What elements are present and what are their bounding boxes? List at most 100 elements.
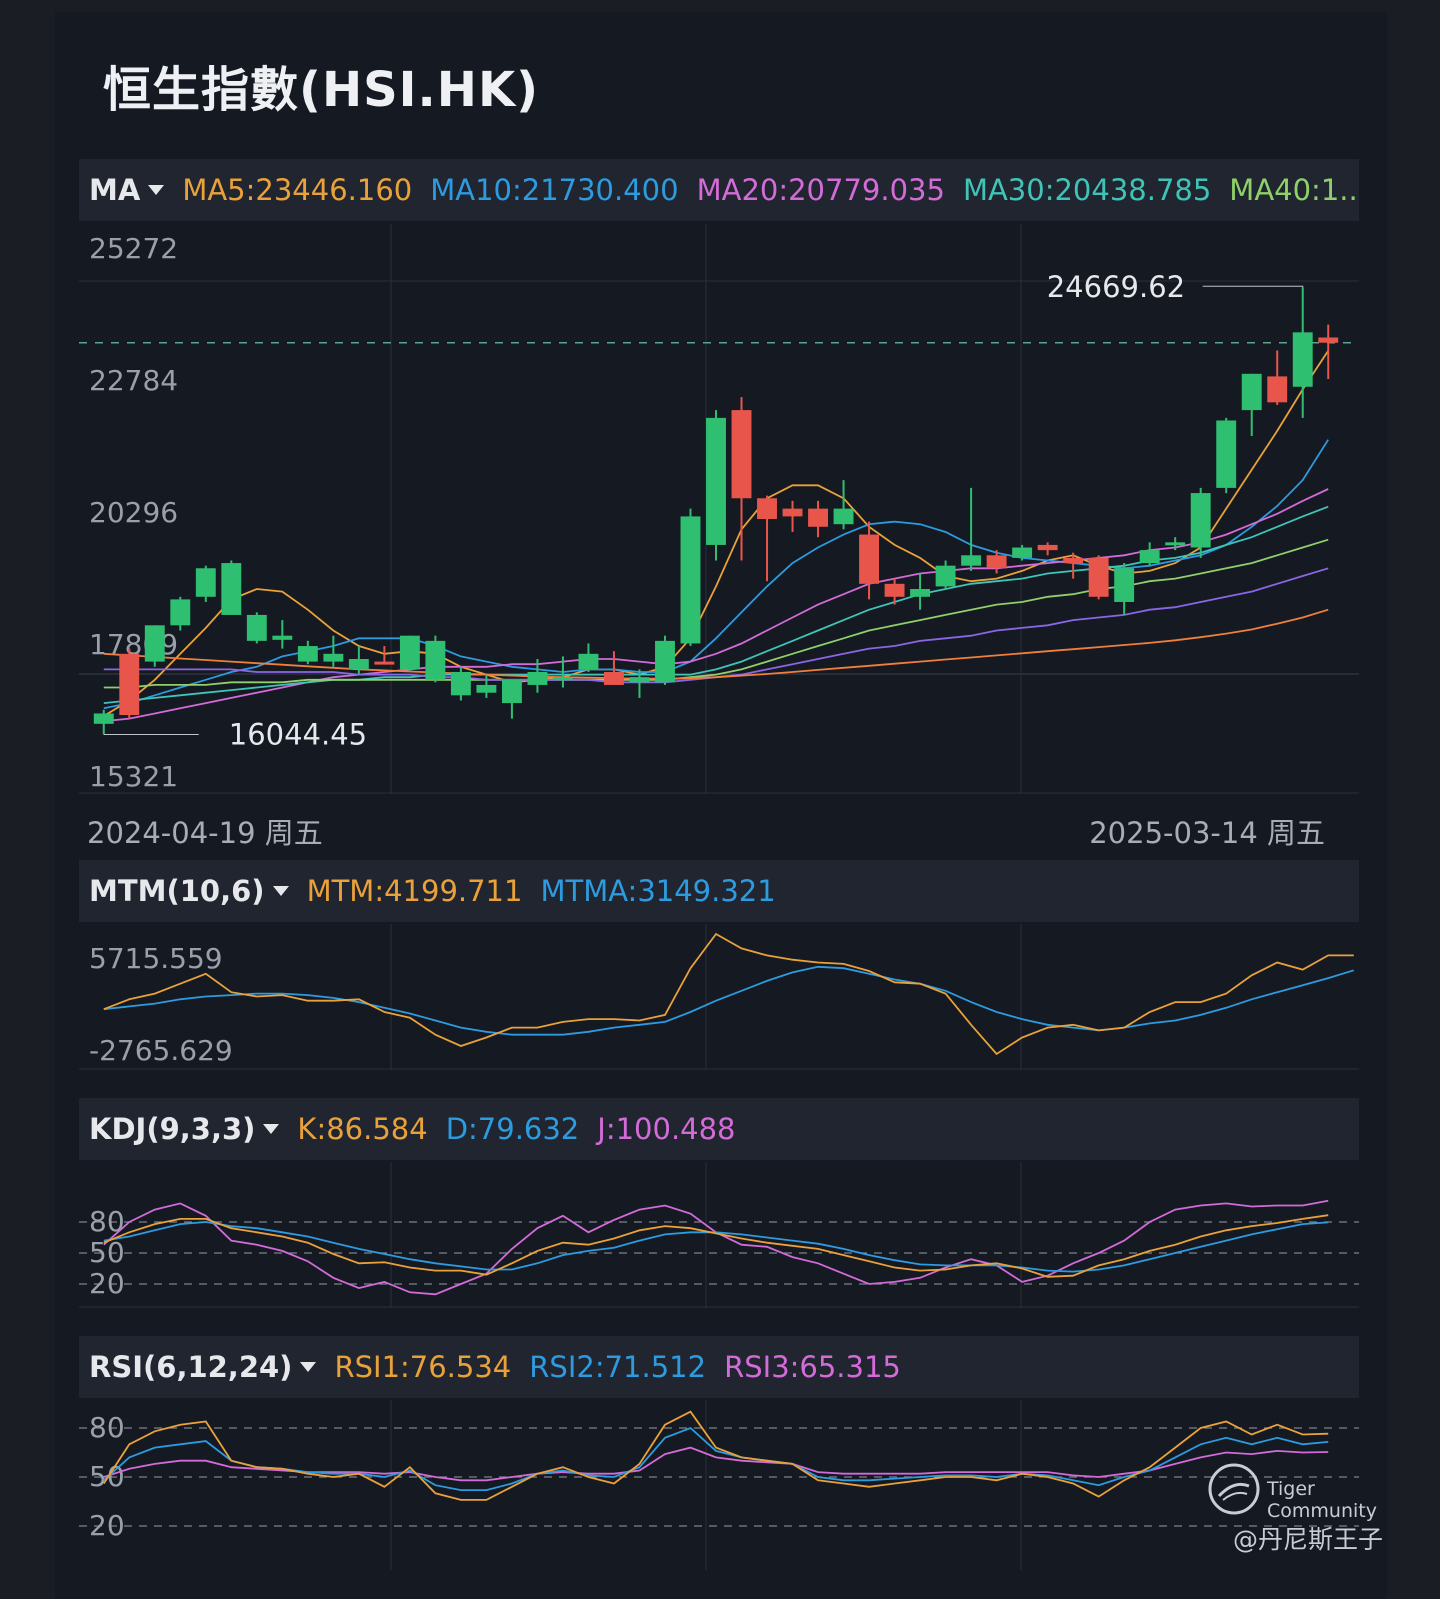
candle-body [1216, 420, 1237, 488]
ma-line-ma120 [103, 608, 1329, 680]
candle-body [731, 410, 752, 499]
candle [144, 625, 165, 667]
candle-body [1063, 557, 1084, 564]
candle-body [1267, 376, 1288, 403]
chevron-down-icon [300, 1362, 317, 1372]
candle-body [1012, 547, 1033, 558]
candle [1190, 487, 1211, 558]
price-chart[interactable]: 252722278420296178091532124669.6216044.4… [79, 224, 1359, 794]
kdj-indicator-bar: KDJ(9,3,3) K:86.584 D:79.632 J:100.488 [79, 1098, 1359, 1160]
candle [399, 635, 420, 672]
candle-body [1165, 542, 1186, 546]
kdj-d-value: D:79.632 [445, 1112, 580, 1146]
candle-body [552, 677, 573, 681]
candle [1216, 417, 1237, 494]
candle [1088, 555, 1109, 600]
candle-body [527, 671, 548, 685]
candle [93, 709, 114, 735]
ma5-value: MA5:23446.160 [182, 173, 413, 207]
chevron-down-icon [263, 1124, 280, 1134]
max-label: 24669.62 [1047, 270, 1185, 304]
candle-body [884, 583, 905, 597]
mtma-value: MTMA:3149.321 [540, 874, 776, 908]
candle-body [348, 659, 369, 670]
candle-body [910, 589, 931, 597]
candle [604, 651, 624, 685]
candle-body [1114, 568, 1135, 602]
candle [450, 666, 471, 701]
chevron-down-icon [272, 886, 289, 896]
candle [501, 679, 522, 719]
candle-body [1088, 557, 1109, 597]
rsi-indicator-bar: RSI(6,12,24) RSI1:76.534 RSI2:71.512 RSI… [79, 1336, 1359, 1398]
candle-body [757, 498, 777, 520]
candle [629, 669, 650, 698]
candle [195, 565, 216, 602]
rsi-selector[interactable]: RSI(6,12,24) [89, 1350, 334, 1384]
candle [680, 508, 701, 647]
candle-body [476, 684, 497, 693]
kdj-d-line [103, 1221, 1329, 1273]
price-axis-label: 22784 [89, 364, 178, 397]
candle-body [323, 653, 344, 662]
kdj-axis-label: 20 [89, 1267, 125, 1300]
candle [1318, 324, 1339, 379]
candle-body [629, 677, 650, 683]
candle-body [425, 640, 446, 680]
mtm-selector-label: MTM(10,6) [89, 874, 265, 908]
candle-body [170, 599, 191, 626]
candle-body [706, 417, 726, 545]
candle [348, 646, 369, 675]
candle-body [297, 646, 318, 662]
price-axis-label: 20296 [89, 496, 178, 529]
rsi1-value: RSI1:76.534 [334, 1350, 512, 1384]
candle [1012, 544, 1033, 561]
mtm-selector[interactable]: MTM(10,6) [89, 874, 307, 908]
mtm-line [103, 932, 1354, 1056]
candle-body [1292, 332, 1313, 387]
candle-body [961, 555, 982, 566]
candle [1165, 537, 1186, 551]
candle [884, 578, 905, 605]
candle-body [195, 568, 216, 597]
candle [833, 480, 854, 530]
rsi2-line [103, 1426, 1329, 1491]
candle [425, 635, 446, 683]
candle [757, 495, 777, 582]
candle [578, 643, 599, 672]
mtm-chart[interactable]: 5715.559 -2765.629 [79, 924, 1359, 1070]
candle [374, 646, 395, 665]
candle-body [833, 508, 854, 525]
candle [859, 521, 880, 600]
kdj-axis-label: 80 [89, 1205, 125, 1238]
page-title: 恒生指數(HSI.HK) [103, 62, 540, 118]
rsi-selector-label: RSI(6,12,24) [89, 1350, 293, 1384]
candle [910, 573, 931, 610]
price-axis-label: 25272 [89, 232, 178, 265]
ma10-value: MA10:21730.400 [430, 173, 679, 207]
candle-body [655, 640, 675, 683]
candle-body [578, 653, 599, 670]
ma-selector[interactable]: MA [89, 173, 182, 207]
candle [119, 648, 140, 719]
candle [221, 560, 242, 615]
candle-body [859, 534, 880, 584]
chevron-down-icon [148, 185, 165, 195]
kdj-k-line [103, 1214, 1329, 1278]
candle [323, 635, 344, 667]
ma-indicator-bar: MA MA5:23446.160 MA10:21730.400 MA20:207… [79, 159, 1359, 221]
rsi3-line [103, 1446, 1329, 1482]
ma20-value: MA20:20779.035 [696, 173, 945, 207]
candle-body [374, 661, 395, 665]
candle [1267, 350, 1288, 405]
start-date: 2024-04-19 周五 [87, 816, 323, 850]
candle [1114, 563, 1135, 615]
mtm-value: MTM:4199.711 [306, 874, 523, 908]
candle-body [782, 508, 803, 517]
candle-body [246, 614, 267, 641]
kdj-selector[interactable]: KDJ(9,3,3) [89, 1112, 297, 1146]
candle [961, 487, 982, 571]
candle-body [119, 653, 140, 716]
